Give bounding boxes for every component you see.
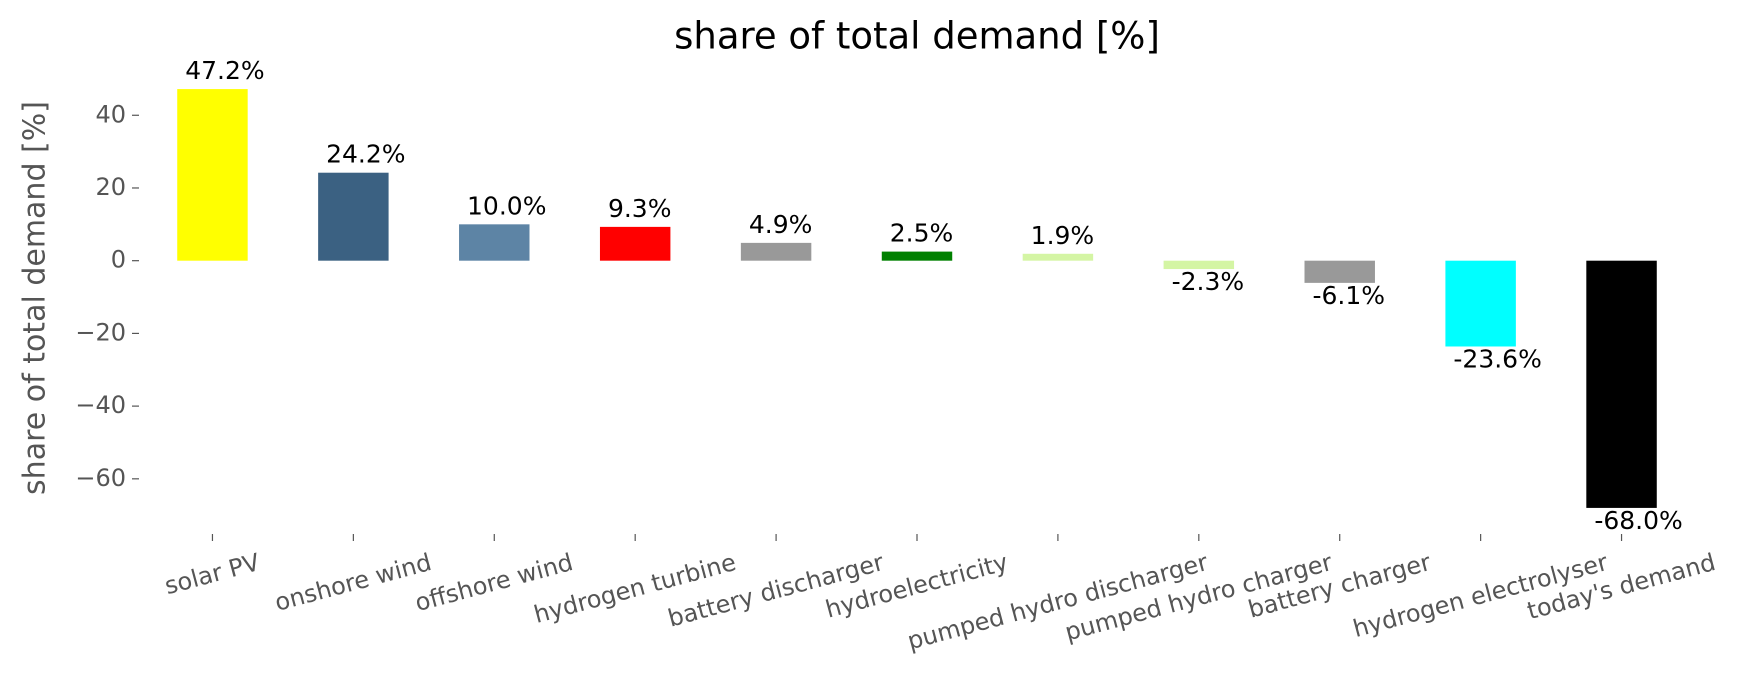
bar bbox=[1163, 260, 1235, 270]
y-tick-label: 0 bbox=[111, 246, 126, 274]
value-label: -68.0% bbox=[1594, 506, 1682, 535]
value-label: 9.3% bbox=[608, 194, 672, 223]
value-label: 4.9% bbox=[749, 210, 813, 239]
chart-title: share of total demand [%] bbox=[674, 15, 1160, 58]
value-label: 10.0% bbox=[467, 191, 546, 220]
bar bbox=[1304, 260, 1375, 283]
y-tick-label: −40 bbox=[75, 391, 126, 419]
value-label: 24.2% bbox=[326, 140, 405, 169]
value-label: -6.1% bbox=[1313, 281, 1386, 310]
bar bbox=[599, 226, 671, 261]
bar bbox=[881, 251, 953, 261]
y-tick-label: 40 bbox=[95, 100, 126, 128]
y-tick-label: −60 bbox=[75, 464, 126, 492]
y-axis-label: share of total demand [%] bbox=[18, 101, 53, 495]
bar bbox=[1586, 260, 1657, 508]
bar bbox=[740, 242, 812, 261]
value-label: 1.9% bbox=[1031, 221, 1095, 250]
value-label: 2.5% bbox=[890, 219, 954, 248]
bar bbox=[318, 172, 389, 261]
bar bbox=[1445, 260, 1516, 347]
y-tick-label: −20 bbox=[75, 318, 126, 346]
x-tick-label: solar PV bbox=[162, 548, 263, 600]
value-label: 47.2% bbox=[185, 56, 264, 85]
bar bbox=[1022, 253, 1094, 261]
bar bbox=[459, 224, 530, 261]
value-label: -23.6% bbox=[1453, 344, 1541, 373]
bar bbox=[177, 89, 248, 261]
x-tick-label: onshore wind bbox=[272, 548, 435, 617]
value-label: -2.3% bbox=[1172, 267, 1245, 296]
y-tick-label: 20 bbox=[95, 173, 126, 201]
